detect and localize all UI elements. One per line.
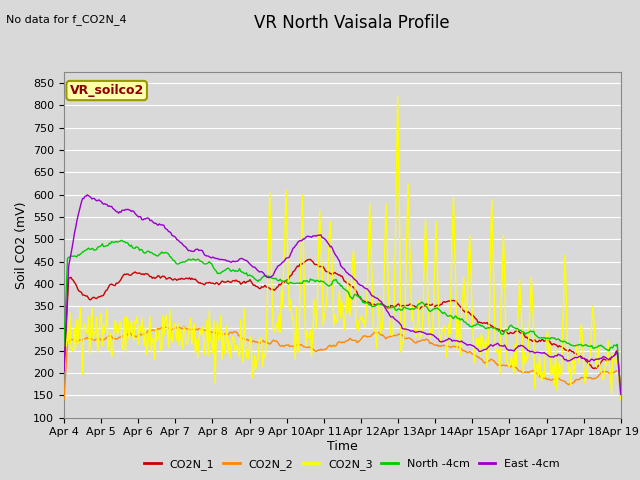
Legend: CO2N_1, CO2N_2, CO2N_3, North -4cm, East -4cm: CO2N_1, CO2N_2, CO2N_3, North -4cm, East… bbox=[140, 455, 564, 474]
X-axis label: Time: Time bbox=[327, 440, 358, 453]
Text: VR_soilco2: VR_soilco2 bbox=[70, 84, 144, 97]
Y-axis label: Soil CO2 (mV): Soil CO2 (mV) bbox=[15, 201, 28, 288]
Text: No data for f_CO2N_4: No data for f_CO2N_4 bbox=[6, 14, 127, 25]
Text: VR North Vaisala Profile: VR North Vaisala Profile bbox=[254, 14, 450, 33]
